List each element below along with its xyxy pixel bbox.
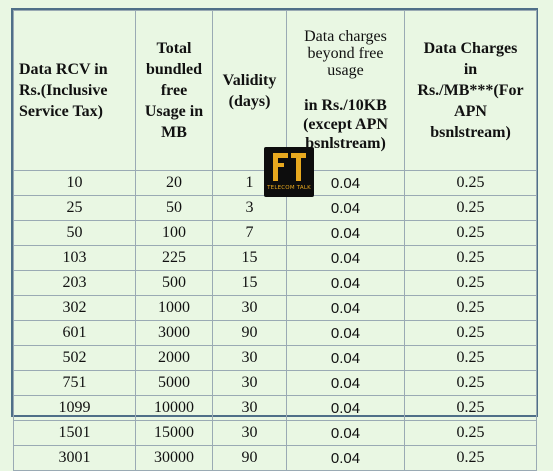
cell-data-rcv: 751 (13, 370, 136, 396)
cell-charge-per-mb: 0.25 (404, 170, 537, 196)
cell-charge-per-mb: 0.25 (404, 395, 537, 421)
header-row: Data RCV in Rs.(Inclusive Service Tax) T… (13, 10, 537, 171)
header-data-charges-10kb-bold: in Rs./10KB (except APN bsnlstream) (303, 97, 388, 152)
cell-data-rcv: 1501 (13, 420, 136, 446)
cell-free-usage: 10000 (135, 395, 213, 421)
cell-data-rcv: 601 (13, 320, 136, 346)
cell-free-usage: 225 (135, 245, 213, 271)
cell-charge-per-10kb: 0.04 (286, 295, 405, 321)
cell-free-usage: 15000 (135, 420, 213, 446)
cell-validity: 30 (212, 370, 287, 396)
header-data-charges-10kb-light: Data charges beyond free usage (304, 28, 387, 79)
table-row: 3001 30000 90 0.04 0.25 (13, 445, 537, 471)
cell-charge-per-mb: 0.25 (404, 195, 537, 221)
cell-data-rcv: 3001 (13, 445, 136, 471)
table-row: 751 5000 30 0.04 0.25 (13, 370, 537, 396)
cell-validity: 15 (212, 270, 287, 296)
cell-free-usage: 30000 (135, 445, 213, 471)
cell-charge-per-mb: 0.25 (404, 370, 537, 396)
cell-charge-per-10kb: 0.04 (286, 345, 405, 371)
header-data-rcv: Data RCV in Rs.(Inclusive Service Tax) (13, 10, 136, 171)
data-tariff-table: Data RCV in Rs.(Inclusive Service Tax) T… (13, 10, 537, 471)
cell-free-usage: 5000 (135, 370, 213, 396)
header-validity: Validity (days) (212, 10, 287, 171)
table-row: 601 3000 90 0.04 0.25 (13, 320, 537, 346)
cell-data-rcv: 502 (13, 345, 136, 371)
cell-validity: 15 (212, 245, 287, 271)
cell-free-usage: 3000 (135, 320, 213, 346)
cell-free-usage: 20 (135, 170, 213, 196)
cell-validity: 30 (212, 395, 287, 421)
table-row: 25 50 3 0.04 0.25 (13, 195, 537, 221)
cell-validity: 3 (212, 195, 287, 221)
cell-free-usage: 50 (135, 195, 213, 221)
table-row: 302 1000 30 0.04 0.25 (13, 295, 537, 321)
cell-charge-per-10kb: 0.04 (286, 245, 405, 271)
cell-charge-per-10kb: 0.04 (286, 220, 405, 246)
table-row: 203 500 15 0.04 0.25 (13, 270, 537, 296)
cell-validity: 7 (212, 220, 287, 246)
cell-charge-per-mb: 0.25 (404, 220, 537, 246)
cell-free-usage: 2000 (135, 345, 213, 371)
cell-data-rcv: 203 (13, 270, 136, 296)
header-free-usage: Total bundled free Usage in MB (135, 10, 213, 171)
cell-data-rcv: 10 (13, 170, 136, 196)
cell-validity: 30 (212, 420, 287, 446)
cell-free-usage: 100 (135, 220, 213, 246)
cell-validity: 90 (212, 445, 287, 471)
cell-validity: 30 (212, 295, 287, 321)
cell-charge-per-mb: 0.25 (404, 245, 537, 271)
cell-data-rcv: 103 (13, 245, 136, 271)
cell-charge-per-mb: 0.25 (404, 345, 537, 371)
table-row: 103 225 15 0.04 0.25 (13, 245, 537, 271)
table-row: 50 100 7 0.04 0.25 (13, 220, 537, 246)
cell-charge-per-10kb: 0.04 (286, 445, 405, 471)
cell-charge-per-10kb: 0.04 (286, 320, 405, 346)
cell-charge-per-mb: 0.25 (404, 420, 537, 446)
cell-charge-per-mb: 0.25 (404, 445, 537, 471)
cell-free-usage: 1000 (135, 295, 213, 321)
cell-charge-per-10kb: 0.04 (286, 420, 405, 446)
cell-data-rcv: 302 (13, 295, 136, 321)
header-data-charges-10kb: Data charges beyond free usage in Rs./10… (286, 10, 405, 171)
cell-validity: 30 (212, 345, 287, 371)
cell-charge-per-10kb: 0.04 (286, 370, 405, 396)
header-data-charges-mb: Data Charges in Rs./MB***(For APN bsnlst… (404, 10, 537, 171)
cell-charge-per-10kb: 0.04 (286, 195, 405, 221)
cell-charge-per-10kb: 0.04 (286, 395, 405, 421)
cell-charge-per-mb: 0.25 (404, 295, 537, 321)
tariff-table-frame: Data RCV in Rs.(Inclusive Service Tax) T… (11, 8, 538, 471)
cell-validity: 90 (212, 320, 287, 346)
cell-charge-per-10kb: 0.04 (286, 270, 405, 296)
table-body: 10 20 1 0.04 0.25 25 50 3 0.04 0.25 50 100 7 0.04 0.25… (13, 170, 537, 471)
telecom-talk-logo: TELECOM TALK (264, 147, 314, 197)
table-row: 502 2000 30 0.04 0.25 (13, 345, 537, 371)
cell-data-rcv: 50 (13, 220, 136, 246)
telecom-talk-logo-icon (273, 153, 306, 181)
table-row: 1501 15000 30 0.04 0.25 (13, 420, 537, 446)
cell-free-usage: 500 (135, 270, 213, 296)
cell-charge-per-mb: 0.25 (404, 320, 537, 346)
table-row: 1099 10000 30 0.04 0.25 (13, 395, 537, 421)
cell-data-rcv: 25 (13, 195, 136, 221)
cell-charge-per-mb: 0.25 (404, 270, 537, 296)
telecom-talk-logo-text: TELECOM TALK (267, 185, 311, 191)
cell-data-rcv: 1099 (13, 395, 136, 421)
